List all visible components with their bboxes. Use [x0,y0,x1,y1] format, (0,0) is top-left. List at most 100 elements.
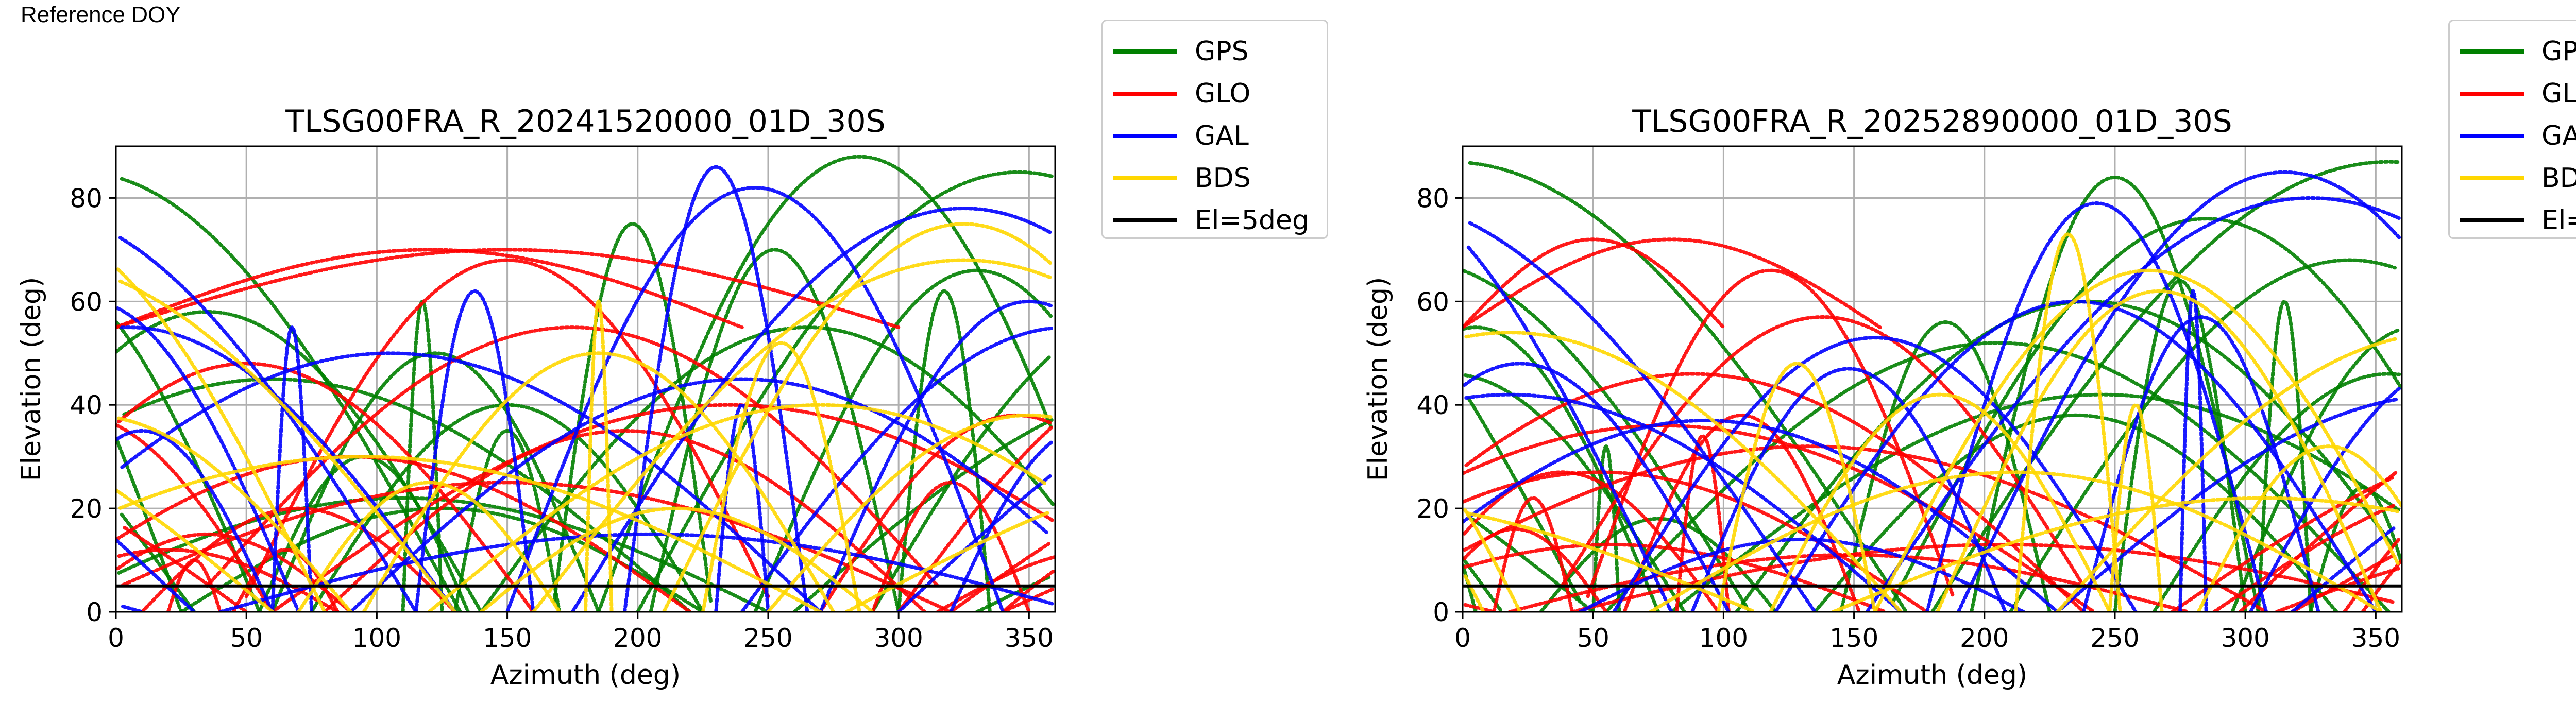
y-tick-label: 60 [1416,287,1449,317]
legend-swatch-mask [2460,218,2524,222]
track-gps [1539,517,1778,612]
legend-swatch-gal [2460,134,2524,138]
legend-item-bds: BDS [2450,157,2576,199]
track-bds [1716,362,1877,612]
track-glo [2275,567,2400,612]
track-gal [116,428,275,612]
legend-label-mask: El=5deg [2541,205,2576,236]
legend-label-gps: GPS [1195,36,1249,67]
track-gps [1463,563,1478,612]
y-tick-label: 0 [86,597,103,627]
x-tick-label: 150 [483,623,532,653]
legend-swatch-gal [1113,134,1177,138]
legend-label-bds: BDS [2541,163,2576,194]
track-gps [2113,279,2247,612]
legend-label-gps: GPS [2541,36,2576,67]
y-tick-label: 0 [1433,597,1449,627]
x-tick-label: 250 [743,623,792,653]
track-gal [2178,288,2208,612]
x-tick-label: 300 [2221,623,2269,653]
track-bds [766,413,1054,612]
axes-frame [115,145,1056,613]
track-glo [871,481,1031,612]
y-axis-label: Elevation (deg) [16,277,47,482]
track-glo [116,248,744,330]
track-gps [1970,175,2260,612]
x-tick-label: 200 [613,623,662,653]
track-bds [116,488,275,612]
y-tick-label: 20 [70,494,103,524]
x-tick-label: 350 [1005,623,1054,653]
track-bds [584,299,614,612]
track-gal [349,377,1048,612]
track-gps [1468,161,1908,612]
track-bds [118,279,457,612]
legend-label-bds: BDS [1195,163,1251,194]
chart-title: TLSG00FRA_R_20241520000_01D_30S [285,104,885,140]
track-glo [1674,434,1731,612]
skyplot-panel-1: 0 50 100 150 200 250 300 350 0 20 40 60 80 TLSG00FRA_… [16,20,1328,691]
track-gal [116,538,196,612]
track-gps [117,496,770,612]
track-bds [1466,511,1757,612]
legend-2: GPS GLO GAL BDS El=5deg [2448,20,2576,239]
track-glo [1463,470,1720,612]
legend-item-gps: GPS [1103,30,1327,73]
track-bds [2196,444,2402,612]
x-axis-label: Azimuth (deg) [490,660,681,691]
track-gal [570,206,1053,612]
legend-1: GPS GLO GAL BDS El=5deg [1101,20,1328,239]
track-gal [1466,245,1673,612]
legend-item-bds: BDS [1103,157,1327,199]
plot-area [1463,160,2402,612]
track-bds [2014,232,2122,612]
track-gal [818,299,1054,612]
track-glo [1463,423,2096,612]
x-tick-label: 350 [2351,623,2400,653]
track-bds [427,403,1048,612]
track-gal [505,185,1005,612]
track-bds [297,481,562,612]
track-gps [2152,372,2401,612]
legend-label-gal: GAL [1195,121,1249,151]
track-glo [1560,315,2086,588]
legend-swatch-mask [1113,218,1177,222]
track-bds [116,267,327,612]
plot-area [116,155,1055,612]
track-gps [1839,320,2052,612]
axes-frame [1462,145,2403,613]
track-glo [1570,542,2397,612]
track-gal [714,403,770,612]
chart-title: TLSG00FRA_R_20252890000_01D_30S [1632,104,2232,140]
reference-doy-label: Reference DOY [21,2,181,27]
y-tick-label: 80 [70,183,103,213]
track-bds [531,258,1052,612]
legend-item-gal: GAL [2450,115,2576,157]
x-tick-label: 250 [2090,623,2139,653]
track-gps [636,170,1055,612]
track-bds [844,510,1052,612]
track-bds [1769,392,2112,612]
x-tick-label: 100 [1699,623,1748,653]
legend-label-glo: GLO [1195,78,1251,109]
legend-swatch-gps [1113,49,1177,54]
track-gal [414,289,535,612]
track-gal [270,325,314,612]
series-bds [116,222,1054,612]
skyplot-panel-2: 0 50 100 150 200 250 300 350 0 20 40 60 80 TLSG00FRA_… [1347,0,2576,720]
track-gps [2309,486,2402,612]
y-axis-label: Elevation (deg) [1363,277,1394,482]
legend-item-mask: El=5deg [1103,199,1327,242]
track-gal [623,165,809,612]
track-bds [1873,268,2400,612]
series-glo [1463,237,2402,612]
track-bds [1464,331,1903,612]
track-glo [116,248,901,330]
legend-label-gal: GAL [2541,121,2576,151]
track-glo [1001,569,1055,612]
x-tick-label: 200 [1960,623,2009,653]
legend-item-glo: GLO [2450,73,2576,115]
legend-item-gal: GAL [1103,115,1327,157]
series-bds [1463,232,2402,612]
track-glo [244,258,770,598]
